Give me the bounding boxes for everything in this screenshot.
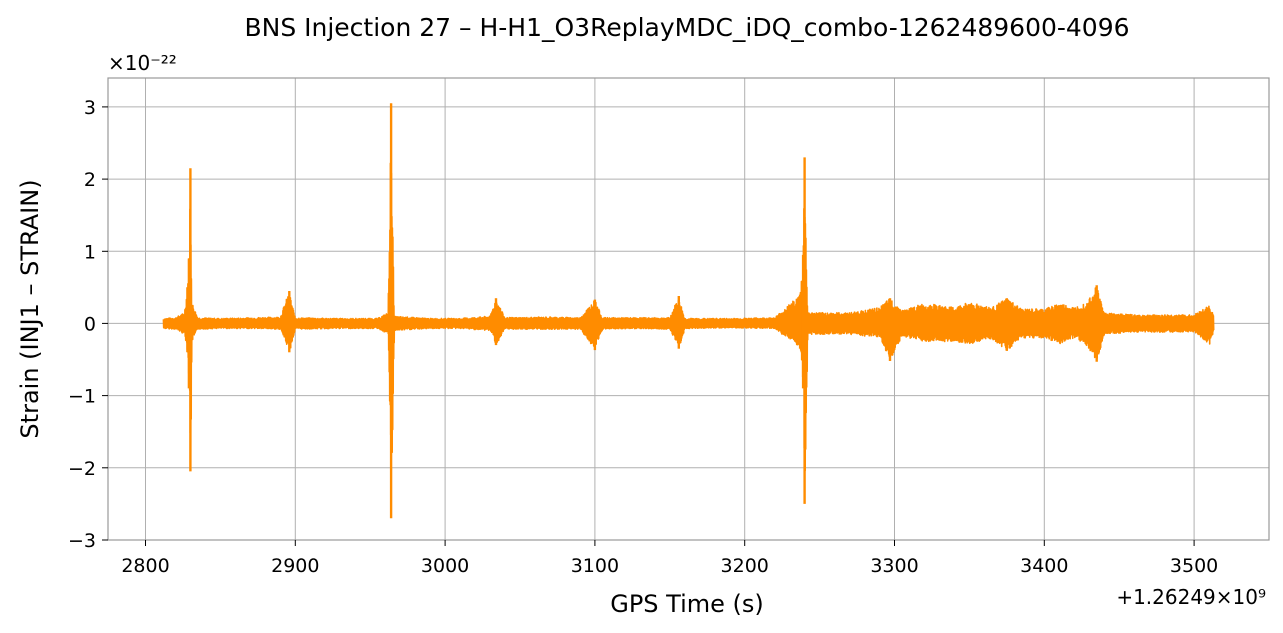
x-tick-label: 3100 (571, 555, 619, 577)
y-scale-label: ×10⁻²² (108, 51, 177, 75)
y-axis-label: Strain (INJ1 – STRAIN) (16, 179, 44, 438)
x-tick-label: 3500 (1170, 555, 1218, 577)
x-offset-label: +1.26249×10⁹ (1116, 585, 1266, 609)
x-tick-label: 3400 (1020, 555, 1068, 577)
y-tick-label: 2 (84, 169, 96, 191)
y-tick-label: 1 (84, 241, 96, 263)
chart-title: BNS Injection 27 – H-H1_O3ReplayMDC_iDQ_… (244, 13, 1129, 42)
x-ticks: 2800 2900 3000 3100 3200 3300 3400 3500 (121, 540, 1218, 577)
y-tick-label: −2 (68, 458, 96, 480)
y-tick-label: −1 (68, 386, 96, 408)
x-tick-label: 3200 (721, 555, 769, 577)
y-tick-label: −3 (68, 530, 96, 552)
y-ticks: 3 2 1 0 −1 −2 −3 (68, 97, 108, 552)
strain-series (162, 103, 1215, 519)
x-tick-label: 3000 (421, 555, 469, 577)
y-tick-label: 0 (84, 313, 96, 335)
x-tick-label: 2900 (271, 555, 319, 577)
y-tick-label: 3 (84, 97, 96, 119)
strain-line (162, 121, 1215, 473)
x-axis-label: GPS Time (s) (610, 590, 764, 618)
plot-frame (107, 77, 1270, 541)
x-tick-label: 3300 (870, 555, 918, 577)
x-tick-label: 2800 (121, 555, 169, 577)
